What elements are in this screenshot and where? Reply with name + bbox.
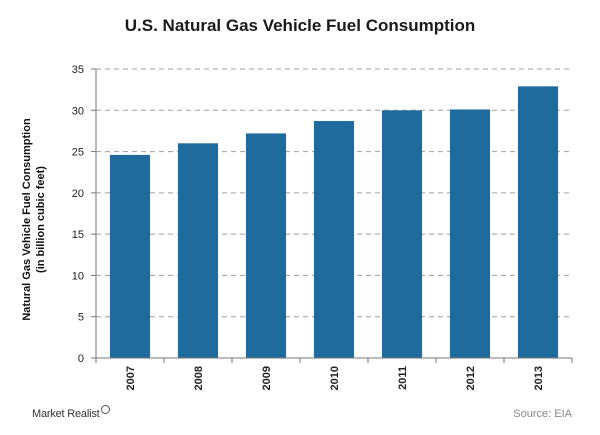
bar-2011 xyxy=(381,110,423,359)
brand-name: Market Realist xyxy=(32,408,100,420)
x-tick-label: 2009 xyxy=(261,366,273,390)
y-axis-label-line: (in billion cubic feet) xyxy=(35,166,47,273)
y-tick-label: 25 xyxy=(72,147,84,159)
bars xyxy=(109,86,559,359)
chart-title: U.S. Natural Gas Vehicle Fuel Consumptio… xyxy=(124,16,476,35)
x-tick-label: 2011 xyxy=(397,366,409,390)
x-tick-label: 2010 xyxy=(329,366,341,390)
x-tick-label: 2008 xyxy=(193,366,205,390)
brand-logo: Market Realist xyxy=(32,405,110,420)
y-tick-label: 30 xyxy=(72,105,84,117)
y-tick-label: 20 xyxy=(72,188,84,200)
y-tick-label: 35 xyxy=(72,64,84,76)
y-axis-label: Natural Gas Vehicle Fuel Consumption (in … xyxy=(21,118,47,321)
bar-2012 xyxy=(449,109,491,359)
y-tick-label: 0 xyxy=(78,353,84,365)
bar-2013 xyxy=(517,86,559,358)
source-note: Source: EIA xyxy=(513,408,572,420)
x-tick-label: 2013 xyxy=(533,366,545,390)
bar-2010 xyxy=(313,121,355,359)
bar-2007 xyxy=(109,154,151,358)
x-tick-label: 2007 xyxy=(125,366,137,390)
x-tick-label: 2012 xyxy=(465,366,477,390)
axes: 0 5 10 15 20 25 30 35 2007 2008 2009 2010 2011 2012 20… xyxy=(72,64,573,390)
y-tick-label: 10 xyxy=(72,270,84,282)
y-tick-label: 5 xyxy=(78,312,84,324)
y-axis-label-line: Natural Gas Vehicle Fuel Consumption xyxy=(21,118,33,321)
bar-2009 xyxy=(245,133,287,358)
y-tick-label: 15 xyxy=(72,229,84,241)
magnifier-icon xyxy=(100,405,110,414)
bar-2008 xyxy=(177,143,219,358)
